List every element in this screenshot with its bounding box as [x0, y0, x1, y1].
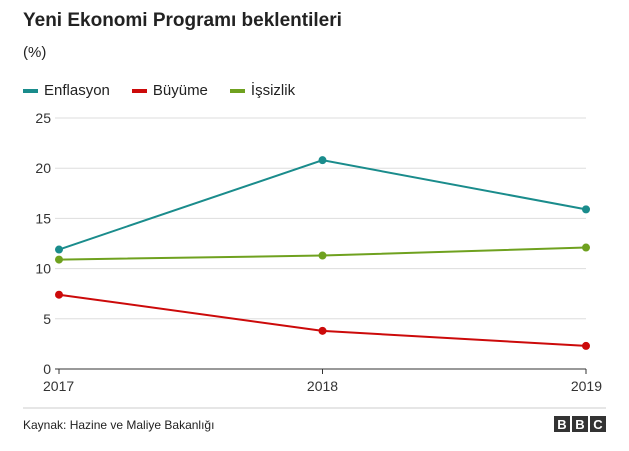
x-tick-label: 2019 — [571, 378, 602, 394]
data-point-enflasyon — [55, 245, 63, 254]
legend-swatch-enflasyon — [23, 88, 38, 93]
legend-item-buyume: Büyüme — [131, 82, 208, 99]
data-point-buyume — [318, 326, 327, 335]
legend-swatch-buyume — [131, 88, 147, 93]
legend: Enflasyon Büyüme İşsizlik — [23, 82, 317, 99]
legend-label-enflasyon: Enflasyon — [44, 82, 110, 99]
legend-item-enflasyon: Enflasyon — [23, 82, 110, 99]
data-point-enflasyon — [582, 205, 590, 214]
data-point-buyume — [582, 341, 590, 350]
bbc-logo-letter: C — [590, 416, 606, 432]
chart-title: Yeni Ekonomi Programı beklentileri — [23, 10, 342, 31]
legend-swatch-issizlik — [229, 88, 245, 93]
data-point-issizlik — [318, 251, 327, 260]
y-tick-label: 5 — [43, 311, 51, 327]
data-point-enflasyon — [318, 156, 327, 165]
data-point-buyume — [55, 290, 63, 299]
source-note: Kaynak: Hazine ve Maliye Bakanlığı — [23, 418, 215, 432]
x-tick-label: 2018 — [307, 378, 338, 394]
data-point-issizlik — [55, 255, 63, 264]
bbc-logo-letter: B — [554, 416, 570, 432]
y-tick-label: 20 — [35, 160, 51, 176]
series-line-buyume — [58, 293, 587, 347]
y-tick-label: 0 — [43, 361, 51, 377]
y-tick-label: 15 — [35, 210, 51, 226]
legend-item-issizlik: İşsizlik — [229, 82, 296, 99]
bbc-logo-letter: B — [572, 416, 588, 432]
x-tick-label: 2017 — [43, 378, 74, 394]
data-point-issizlik — [582, 243, 590, 252]
legend-label-issizlik: İşsizlik — [250, 82, 296, 99]
bbc-logo: B B C — [554, 416, 606, 432]
y-tick-label: 10 — [35, 261, 51, 277]
y-tick-label: 25 — [35, 110, 51, 126]
chart-subtitle: (%) — [23, 44, 47, 61]
legend-label-buyume: Büyüme — [152, 82, 208, 99]
series-line-enflasyon — [58, 159, 587, 251]
